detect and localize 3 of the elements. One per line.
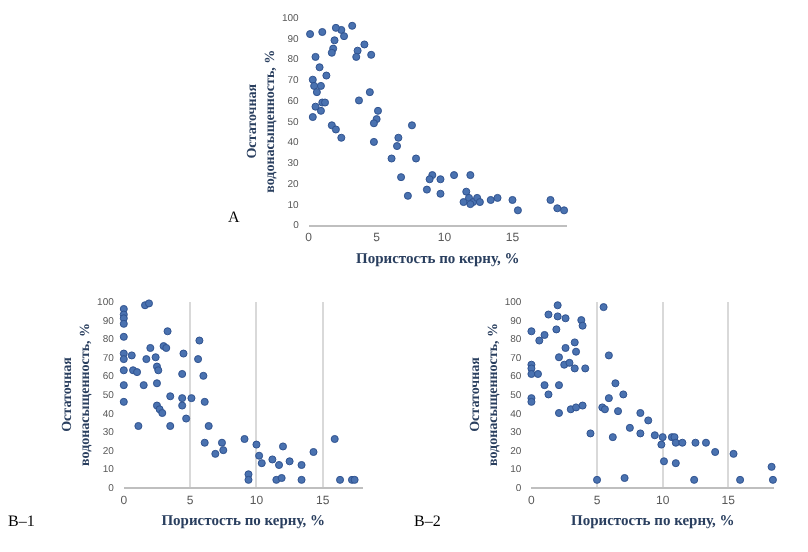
- text: А: [228, 208, 240, 226]
- text: В–1: [8, 512, 35, 530]
- text: В–2: [414, 512, 441, 530]
